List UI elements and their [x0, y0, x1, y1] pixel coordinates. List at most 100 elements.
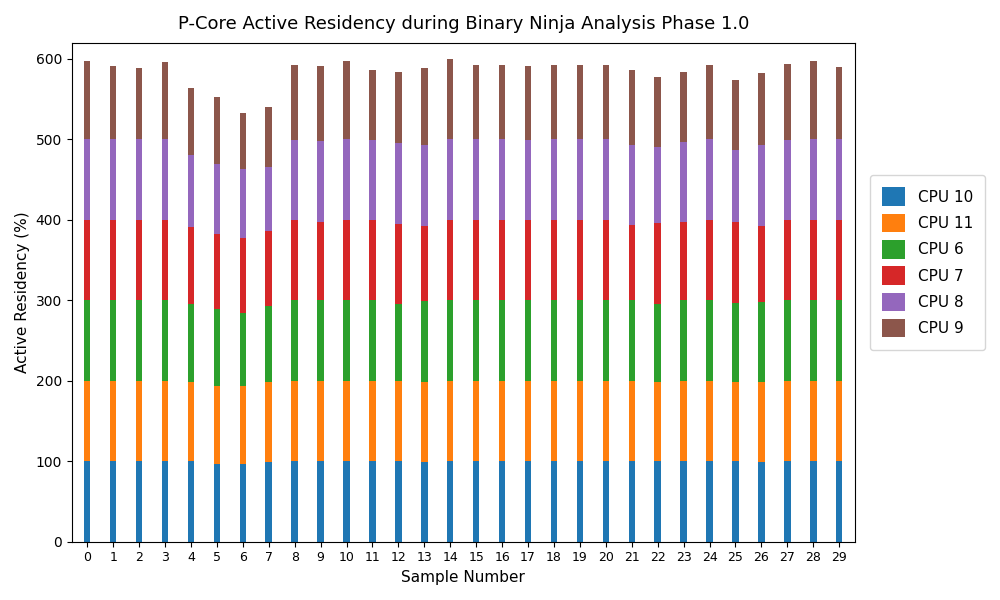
Bar	[603, 65, 609, 139]
Bar	[136, 381, 142, 461]
Bar	[551, 461, 557, 542]
Bar	[421, 226, 428, 301]
Bar	[265, 462, 272, 542]
Bar	[706, 301, 713, 381]
Bar	[265, 382, 272, 462]
Bar	[291, 65, 298, 140]
Bar	[162, 220, 168, 301]
Bar	[577, 301, 583, 381]
Bar	[629, 461, 635, 542]
Bar	[629, 225, 635, 301]
Bar	[758, 382, 765, 462]
Bar	[654, 304, 661, 382]
Bar	[499, 381, 505, 461]
Bar	[836, 139, 842, 220]
Bar	[473, 65, 479, 139]
Bar	[136, 301, 142, 381]
Bar	[603, 139, 609, 220]
Bar	[551, 139, 557, 220]
Bar	[836, 220, 842, 301]
Bar	[525, 66, 531, 140]
Bar	[240, 169, 246, 238]
Bar	[836, 381, 842, 461]
Bar	[214, 164, 220, 235]
Bar	[110, 381, 116, 461]
Bar	[421, 462, 428, 542]
Bar	[343, 220, 350, 301]
Bar	[447, 59, 453, 139]
Bar	[551, 220, 557, 301]
Bar	[706, 381, 713, 461]
Bar	[758, 302, 765, 382]
Bar	[240, 238, 246, 313]
Bar	[214, 309, 220, 386]
Bar	[758, 145, 765, 226]
Bar	[603, 461, 609, 542]
Bar	[188, 155, 194, 227]
Bar	[110, 461, 116, 542]
Bar	[291, 461, 298, 542]
Bar	[499, 461, 505, 542]
Bar	[706, 461, 713, 542]
Bar	[188, 382, 194, 461]
Bar	[680, 301, 687, 381]
Bar	[369, 461, 376, 542]
Bar	[343, 139, 350, 220]
X-axis label: Sample Number: Sample Number	[401, 570, 525, 585]
Bar	[810, 381, 817, 461]
Bar	[551, 301, 557, 381]
Bar	[836, 301, 842, 381]
Bar	[654, 223, 661, 304]
Bar	[291, 381, 298, 461]
Bar	[317, 461, 324, 542]
Bar	[784, 220, 791, 301]
Bar	[473, 381, 479, 461]
Bar	[395, 72, 402, 143]
Bar	[84, 301, 90, 381]
Bar	[732, 80, 739, 150]
Bar	[603, 220, 609, 301]
Bar	[265, 231, 272, 306]
Bar	[343, 461, 350, 542]
Bar	[110, 66, 116, 139]
Bar	[214, 97, 220, 164]
Bar	[291, 140, 298, 220]
Bar	[265, 306, 272, 382]
Bar	[447, 220, 453, 301]
Bar	[369, 220, 376, 301]
Bar	[343, 61, 350, 139]
Bar	[499, 65, 505, 139]
Bar	[810, 61, 817, 139]
Bar	[214, 235, 220, 309]
Bar	[732, 461, 739, 542]
Bar	[395, 461, 402, 542]
Bar	[706, 220, 713, 301]
Bar	[525, 461, 531, 542]
Bar	[551, 65, 557, 139]
Bar	[732, 150, 739, 223]
Bar	[395, 224, 402, 304]
Bar	[810, 139, 817, 220]
Bar	[525, 140, 531, 220]
Bar	[784, 301, 791, 381]
Bar	[110, 220, 116, 301]
Bar	[265, 167, 272, 231]
Bar	[499, 301, 505, 381]
Bar	[369, 381, 376, 461]
Bar	[784, 461, 791, 542]
Bar	[162, 301, 168, 381]
Bar	[136, 68, 142, 139]
Bar	[629, 381, 635, 461]
Bar	[369, 70, 376, 140]
Bar	[680, 381, 687, 461]
Bar	[214, 386, 220, 464]
Bar	[240, 313, 246, 386]
Title: P-Core Active Residency during Binary Ninja Analysis Phase 1.0: P-Core Active Residency during Binary Ni…	[178, 15, 749, 33]
Bar	[758, 226, 765, 302]
Bar	[84, 381, 90, 461]
Bar	[654, 461, 661, 542]
Bar	[447, 139, 453, 220]
Bar	[654, 148, 661, 223]
Bar	[421, 145, 428, 226]
Bar	[473, 461, 479, 542]
